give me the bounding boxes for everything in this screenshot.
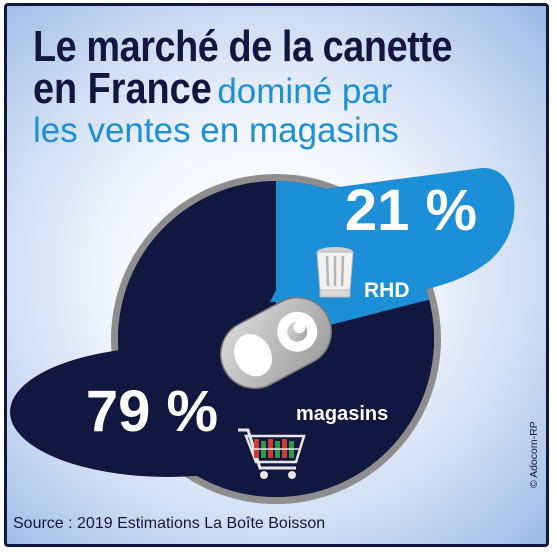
title-line-2: en France dominé par <box>33 67 533 111</box>
chef-hat-icon <box>316 247 354 298</box>
source-note: Source : 2019 Estimations La Boîte Boiss… <box>13 515 326 532</box>
magasins-category-label: magasins <box>296 403 388 425</box>
can-tab-icon <box>220 296 332 390</box>
rhd-value-label: 21 % <box>345 178 477 243</box>
rhd-category-label: RHD <box>364 279 410 302</box>
infographic-title: Le marché de la canette en France dominé… <box>33 22 533 150</box>
title-line-1: Le marché de la canette <box>33 22 453 71</box>
title-line-3: les ventes en magasins <box>33 111 399 150</box>
copyright-note: © Adocom-RP <box>528 421 540 488</box>
title-line-2-light: dominé par <box>217 72 393 111</box>
shopping-cart-icon <box>238 428 306 479</box>
magasins-value-label: 79 % <box>86 379 218 444</box>
title-line-2-bold: en France <box>33 64 212 113</box>
